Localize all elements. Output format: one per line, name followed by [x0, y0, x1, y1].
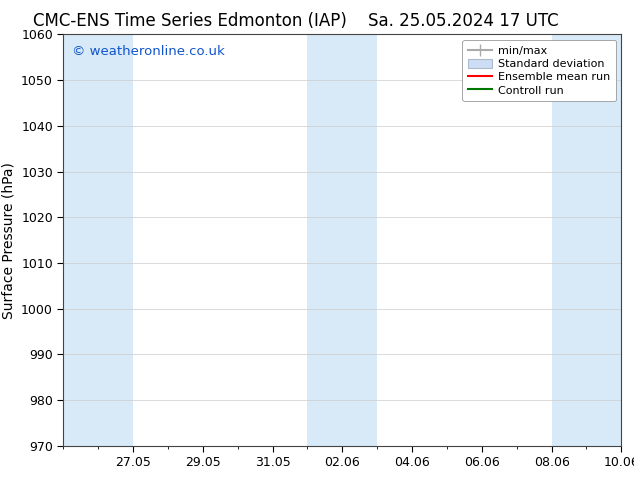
Y-axis label: Surface Pressure (hPa): Surface Pressure (hPa)	[1, 162, 16, 318]
Text: CMC-ENS Time Series Edmonton (IAP): CMC-ENS Time Series Edmonton (IAP)	[33, 12, 347, 30]
Text: © weatheronline.co.uk: © weatheronline.co.uk	[72, 45, 224, 58]
Bar	[307, 34, 377, 446]
Legend: min/max, Standard deviation, Ensemble mean run, Controll run: min/max, Standard deviation, Ensemble me…	[462, 40, 616, 101]
Bar	[63, 34, 133, 446]
Bar	[552, 34, 621, 446]
Text: Sa. 25.05.2024 17 UTC: Sa. 25.05.2024 17 UTC	[368, 12, 558, 30]
